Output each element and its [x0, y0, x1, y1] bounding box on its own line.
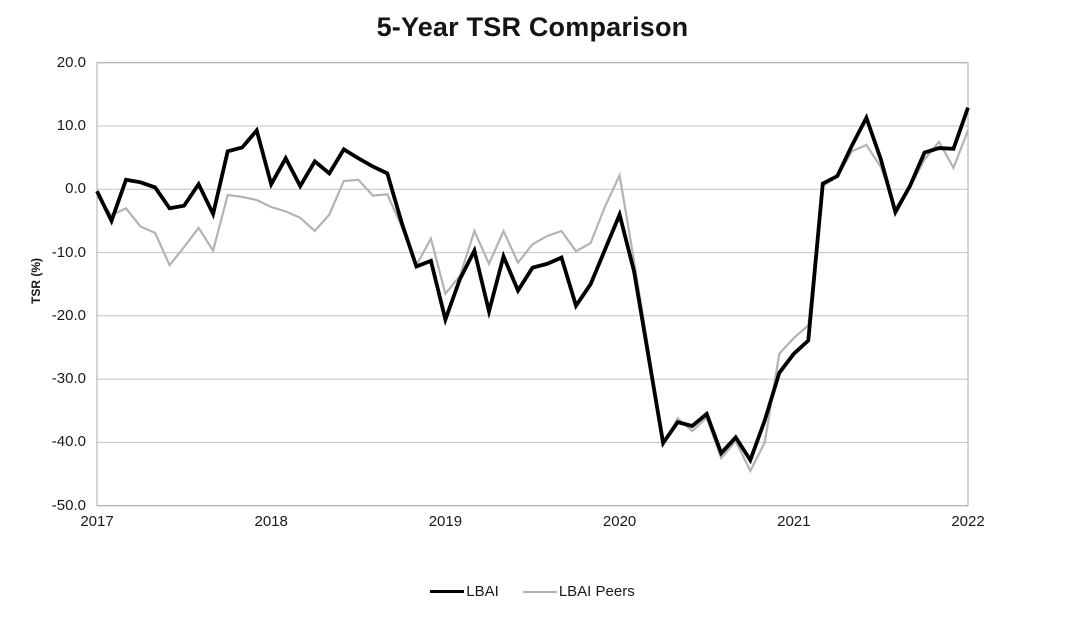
- x-tick-label: 2018: [254, 513, 288, 530]
- legend-item-lbai: LBAI: [430, 583, 499, 600]
- series-line-lbai: [95, 106, 970, 465]
- y-tick-label: -50.0: [51, 496, 86, 514]
- legend-label-lbai-peers: LBAI Peers: [558, 583, 635, 600]
- x-tick-label: 2021: [777, 513, 811, 530]
- y-tick-label: 10.0: [56, 116, 86, 134]
- y-tick-label: 20.0: [56, 53, 86, 71]
- y-tick-label: -20.0: [51, 306, 86, 324]
- plot-border: [96, 62, 969, 507]
- x-tick-label: 2019: [428, 513, 463, 530]
- y-tick-label: -40.0: [51, 433, 86, 451]
- peers-line-swatch-icon: [522, 590, 557, 593]
- x-tick-label: 2017: [80, 513, 114, 530]
- lbai-line-swatch-icon: [430, 590, 465, 593]
- series-line-lbai-peers: [96, 130, 970, 474]
- y-tick-label: -10.0: [51, 243, 86, 261]
- chart-title: 5-Year TSR Comparison: [376, 12, 689, 42]
- legend-item-lbai-peers: LBAI Peers: [522, 583, 635, 600]
- legend: LBAI LBAI Peers: [0, 583, 1065, 600]
- y-tick-label: -30.0: [51, 370, 86, 388]
- x-tick-label: 2020: [602, 513, 637, 530]
- y-tick-label: 0.0: [65, 180, 86, 198]
- x-tick-label: 2022: [951, 513, 985, 530]
- legend-label-lbai: LBAI: [466, 583, 499, 600]
